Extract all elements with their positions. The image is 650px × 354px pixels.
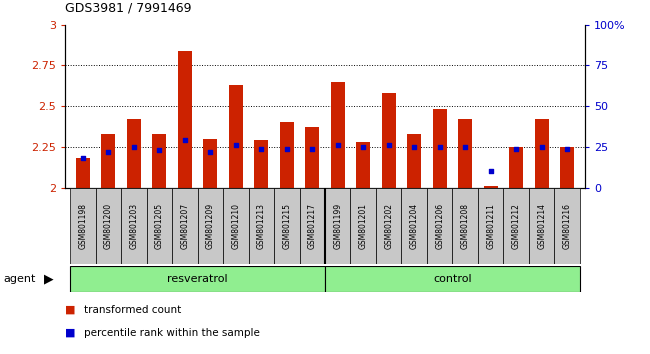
- Text: GDS3981 / 7991469: GDS3981 / 7991469: [65, 2, 192, 15]
- Point: [256, 146, 266, 152]
- Bar: [274, 188, 300, 264]
- Point: [460, 144, 471, 150]
- Text: ▶: ▶: [44, 273, 54, 285]
- Bar: [560, 147, 574, 188]
- Text: transformed count: transformed count: [84, 305, 182, 315]
- Text: control: control: [433, 274, 472, 284]
- Text: GSM801206: GSM801206: [436, 202, 444, 249]
- Text: GSM801205: GSM801205: [155, 202, 164, 249]
- Text: GSM801208: GSM801208: [461, 203, 470, 249]
- Point: [511, 146, 521, 152]
- Text: GSM801217: GSM801217: [307, 203, 317, 249]
- Point: [154, 147, 164, 153]
- Text: percentile rank within the sample: percentile rank within the sample: [84, 328, 261, 338]
- Point: [384, 142, 394, 148]
- Text: GSM801204: GSM801204: [410, 202, 419, 249]
- Point: [179, 138, 190, 143]
- Bar: [402, 188, 427, 264]
- Bar: [325, 266, 580, 292]
- Text: agent: agent: [3, 274, 36, 284]
- Bar: [504, 188, 529, 264]
- Bar: [223, 188, 248, 264]
- Bar: [382, 93, 396, 188]
- Point: [307, 146, 317, 152]
- Bar: [509, 147, 523, 188]
- Point: [486, 169, 496, 174]
- Bar: [407, 134, 421, 188]
- Text: ■: ■: [65, 305, 75, 315]
- Text: GSM801207: GSM801207: [180, 202, 189, 249]
- Bar: [254, 141, 268, 188]
- Bar: [350, 188, 376, 264]
- Text: GSM801210: GSM801210: [231, 203, 240, 249]
- Bar: [478, 188, 504, 264]
- Bar: [535, 119, 549, 188]
- Bar: [458, 119, 472, 188]
- Bar: [452, 188, 478, 264]
- Point: [77, 155, 88, 161]
- Bar: [203, 139, 217, 188]
- Bar: [152, 134, 166, 188]
- Bar: [76, 158, 90, 188]
- Text: GSM801216: GSM801216: [563, 203, 571, 249]
- Text: GSM801211: GSM801211: [486, 203, 495, 249]
- Bar: [96, 188, 121, 264]
- Bar: [70, 266, 325, 292]
- Point: [434, 144, 445, 150]
- Text: GSM801198: GSM801198: [79, 203, 87, 249]
- Bar: [172, 188, 198, 264]
- Text: GSM801200: GSM801200: [104, 202, 113, 249]
- Bar: [529, 188, 554, 264]
- Point: [129, 144, 139, 150]
- Text: resveratrol: resveratrol: [167, 274, 228, 284]
- Text: GSM801203: GSM801203: [129, 202, 138, 249]
- Bar: [70, 188, 96, 264]
- Point: [231, 142, 241, 148]
- Bar: [300, 188, 325, 264]
- Text: GSM801214: GSM801214: [537, 203, 546, 249]
- Bar: [356, 142, 370, 188]
- Bar: [376, 188, 402, 264]
- Text: ■: ■: [65, 328, 75, 338]
- Bar: [427, 188, 452, 264]
- Point: [103, 149, 114, 155]
- Bar: [248, 188, 274, 264]
- Bar: [101, 134, 115, 188]
- Bar: [306, 127, 319, 188]
- Bar: [198, 188, 223, 264]
- Text: GSM801209: GSM801209: [206, 202, 215, 249]
- Bar: [178, 51, 192, 188]
- Bar: [325, 188, 350, 264]
- Text: GSM801212: GSM801212: [512, 203, 521, 249]
- Point: [205, 149, 216, 155]
- Point: [281, 146, 292, 152]
- Point: [358, 144, 369, 150]
- Text: GSM801215: GSM801215: [282, 203, 291, 249]
- Bar: [331, 82, 345, 188]
- Text: GSM801213: GSM801213: [257, 203, 266, 249]
- Bar: [433, 109, 447, 188]
- Bar: [554, 188, 580, 264]
- Point: [333, 142, 343, 148]
- Text: GSM801199: GSM801199: [333, 202, 343, 249]
- Bar: [484, 186, 498, 188]
- Bar: [280, 122, 294, 188]
- Bar: [127, 119, 141, 188]
- Point: [562, 146, 573, 152]
- Bar: [121, 188, 146, 264]
- Text: GSM801202: GSM801202: [384, 203, 393, 249]
- Text: GSM801201: GSM801201: [359, 203, 368, 249]
- Point: [536, 144, 547, 150]
- Point: [409, 144, 419, 150]
- Bar: [229, 85, 243, 188]
- Bar: [146, 188, 172, 264]
